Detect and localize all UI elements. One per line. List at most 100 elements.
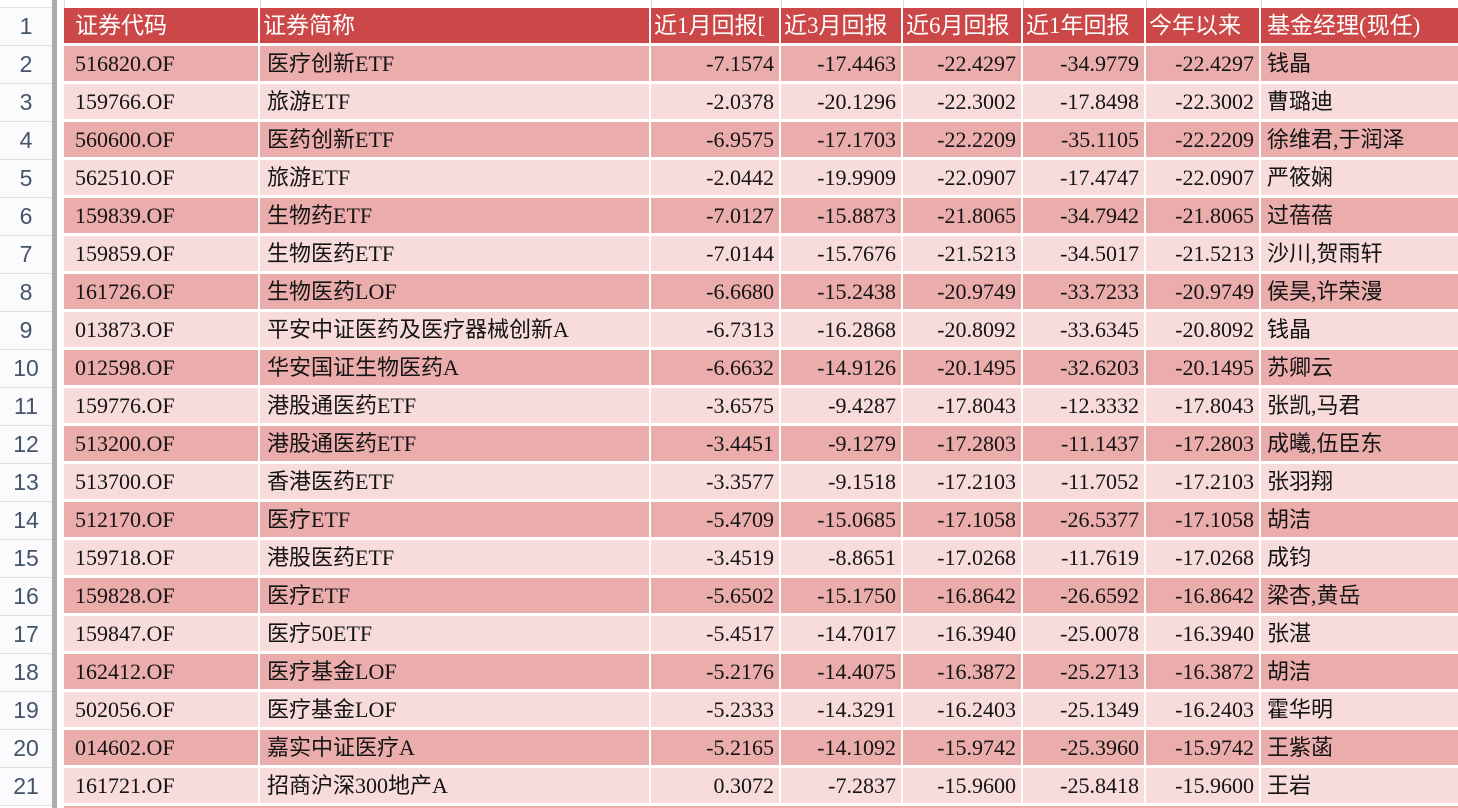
table-cell[interactable]: -3.6575 bbox=[651, 388, 781, 426]
table-cell[interactable]: 港股通医药ETF bbox=[260, 388, 651, 426]
table-cell[interactable]: 霍华明 bbox=[1261, 692, 1458, 730]
table-cell[interactable]: -14.9126 bbox=[781, 350, 903, 388]
table-cell[interactable]: -17.0268 bbox=[903, 540, 1023, 578]
table-cell[interactable]: 徐维君,于润泽 bbox=[1261, 122, 1458, 160]
table-cell[interactable]: -3.4519 bbox=[651, 540, 781, 578]
table-cell[interactable]: -17.4463 bbox=[781, 46, 903, 84]
table-cell[interactable]: 严筱娴 bbox=[1261, 160, 1458, 198]
header-cell[interactable]: 近6月回报 bbox=[903, 8, 1023, 46]
table-cell[interactable]: 医疗基金LOF bbox=[260, 692, 651, 730]
table-cell[interactable]: -16.3940 bbox=[903, 616, 1023, 654]
table-cell[interactable]: -16.2868 bbox=[781, 312, 903, 350]
table-cell[interactable]: -7.0144 bbox=[651, 236, 781, 274]
table-cell[interactable]: -14.1092 bbox=[781, 730, 903, 768]
table-cell[interactable]: -21.8065 bbox=[903, 198, 1023, 236]
table-cell[interactable]: -33.6345 bbox=[1023, 312, 1146, 350]
table-cell[interactable]: 华安国证生物医药A bbox=[260, 350, 651, 388]
table-cell[interactable]: -3.3577 bbox=[651, 464, 781, 502]
table-cell[interactable]: 港股通医药ETF bbox=[260, 426, 651, 464]
table-cell[interactable]: -15.9742 bbox=[903, 730, 1023, 768]
table-cell[interactable]: 梁杏,黄岳 bbox=[1261, 578, 1458, 616]
table-cell[interactable]: -21.8065 bbox=[1146, 198, 1261, 236]
table-cell[interactable]: -15.7676 bbox=[781, 236, 903, 274]
table-cell[interactable]: -15.2438 bbox=[781, 274, 903, 312]
table-cell[interactable]: -22.0907 bbox=[903, 160, 1023, 198]
table-cell[interactable]: -12.3332 bbox=[1023, 388, 1146, 426]
table-cell[interactable]: -22.3002 bbox=[903, 84, 1023, 122]
table-cell[interactable]: -2.0442 bbox=[651, 160, 781, 198]
table-cell[interactable]: 旅游ETF bbox=[260, 160, 651, 198]
table-cell[interactable]: 医疗ETF bbox=[260, 578, 651, 616]
table-cell[interactable]: -17.1058 bbox=[1146, 502, 1261, 540]
table-cell[interactable]: -16.2403 bbox=[903, 692, 1023, 730]
table-cell[interactable]: 012598.OF bbox=[64, 350, 260, 388]
header-cell[interactable]: 证券简称 bbox=[260, 8, 651, 46]
table-cell[interactable]: 医药创新ETF bbox=[260, 122, 651, 160]
table-cell[interactable]: -22.4297 bbox=[903, 46, 1023, 84]
table-cell[interactable]: -7.0127 bbox=[651, 198, 781, 236]
table-cell[interactable]: -17.8043 bbox=[903, 388, 1023, 426]
table-cell[interactable]: 162412.OF bbox=[64, 654, 260, 692]
table-cell[interactable]: -9.1518 bbox=[781, 464, 903, 502]
row-number[interactable]: 1 bbox=[0, 8, 52, 46]
table-cell[interactable]: 嘉实中证医疗A bbox=[260, 730, 651, 768]
table-cell[interactable]: -20.8092 bbox=[1146, 312, 1261, 350]
row-number[interactable]: 6 bbox=[0, 198, 52, 236]
header-cell[interactable]: 证券代码 bbox=[64, 8, 260, 46]
table-cell[interactable]: 014602.OF bbox=[64, 730, 260, 768]
table-cell[interactable]: 过蓓蓓 bbox=[1261, 198, 1458, 236]
table-cell[interactable]: -15.1750 bbox=[781, 578, 903, 616]
table-cell[interactable]: 生物药ETF bbox=[260, 198, 651, 236]
header-cell[interactable]: 基金经理(现任) bbox=[1261, 8, 1458, 46]
table-cell[interactable]: 560600.OF bbox=[64, 122, 260, 160]
table-cell[interactable]: 159847.OF bbox=[64, 616, 260, 654]
row-number[interactable]: 13 bbox=[0, 464, 52, 502]
table-cell[interactable]: 钱晶 bbox=[1261, 312, 1458, 350]
table-cell[interactable]: 502056.OF bbox=[64, 692, 260, 730]
row-number[interactable]: 16 bbox=[0, 578, 52, 616]
table-cell[interactable]: -8.8651 bbox=[781, 540, 903, 578]
row-number[interactable]: 15 bbox=[0, 540, 52, 578]
table-cell[interactable]: -25.2713 bbox=[1023, 654, 1146, 692]
table-cell[interactable]: -25.3960 bbox=[1023, 730, 1146, 768]
row-number[interactable]: 9 bbox=[0, 312, 52, 350]
table-cell[interactable]: -7.2837 bbox=[781, 768, 903, 806]
row-number[interactable]: 14 bbox=[0, 502, 52, 540]
table-cell[interactable]: -5.2176 bbox=[651, 654, 781, 692]
table-cell[interactable]: 513700.OF bbox=[64, 464, 260, 502]
row-number[interactable]: 17 bbox=[0, 616, 52, 654]
table-cell[interactable]: -17.2103 bbox=[903, 464, 1023, 502]
table-cell[interactable]: -20.1296 bbox=[781, 84, 903, 122]
table-cell[interactable]: 胡洁 bbox=[1261, 654, 1458, 692]
table-cell[interactable]: 港股医药ETF bbox=[260, 540, 651, 578]
table-cell[interactable]: 013873.OF bbox=[64, 312, 260, 350]
table-cell[interactable]: -22.2209 bbox=[1146, 122, 1261, 160]
table-cell[interactable]: 159828.OF bbox=[64, 578, 260, 616]
table-cell[interactable]: 医疗创新ETF bbox=[260, 46, 651, 84]
table-cell[interactable]: 医疗基金LOF bbox=[260, 654, 651, 692]
table-cell[interactable]: -17.2803 bbox=[1146, 426, 1261, 464]
row-number[interactable]: 11 bbox=[0, 388, 52, 426]
table-cell[interactable]: 胡洁 bbox=[1261, 502, 1458, 540]
table-cell[interactable]: -26.6592 bbox=[1023, 578, 1146, 616]
row-number[interactable]: 10 bbox=[0, 350, 52, 388]
table-cell[interactable]: 王岩 bbox=[1261, 768, 1458, 806]
table-cell[interactable]: 生物医药LOF bbox=[260, 274, 651, 312]
table-cell[interactable]: -21.5213 bbox=[1146, 236, 1261, 274]
table-cell[interactable]: 王紫菡 bbox=[1261, 730, 1458, 768]
table-cell[interactable]: 张凯,马君 bbox=[1261, 388, 1458, 426]
row-number[interactable]: 21 bbox=[0, 768, 52, 806]
table-cell[interactable]: -34.7942 bbox=[1023, 198, 1146, 236]
table-cell[interactable]: 张羽翔 bbox=[1261, 464, 1458, 502]
table-cell[interactable]: 512170.OF bbox=[64, 502, 260, 540]
table-cell[interactable]: -11.7619 bbox=[1023, 540, 1146, 578]
table-cell[interactable]: -2.0378 bbox=[651, 84, 781, 122]
header-cell[interactable]: 今年以来 bbox=[1146, 8, 1261, 46]
table-cell[interactable]: 沙川,贺雨轩 bbox=[1261, 236, 1458, 274]
table-cell[interactable]: -5.4517 bbox=[651, 616, 781, 654]
row-number[interactable]: 4 bbox=[0, 122, 52, 160]
table-cell[interactable]: 平安中证医药及医疗器械创新A bbox=[260, 312, 651, 350]
table-cell[interactable]: -6.9575 bbox=[651, 122, 781, 160]
table-cell[interactable]: 旅游ETF bbox=[260, 84, 651, 122]
table-cell[interactable]: -20.1495 bbox=[1146, 350, 1261, 388]
